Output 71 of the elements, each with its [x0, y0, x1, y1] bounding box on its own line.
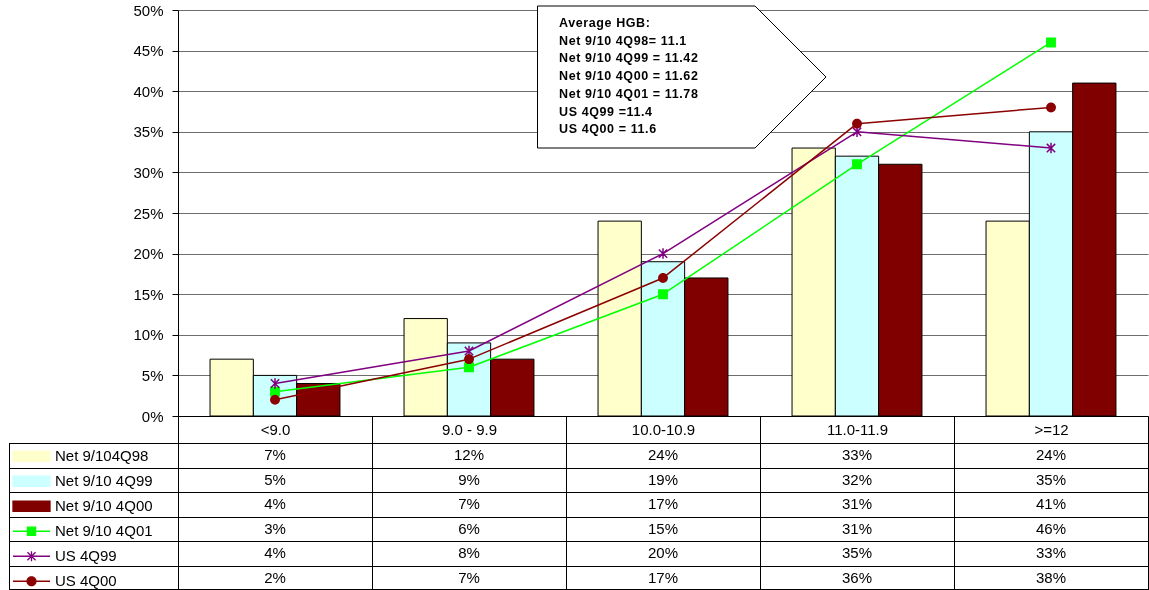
data-label: 46% [1035, 519, 1067, 537]
point [1046, 37, 1056, 48]
data-label: 5% [264, 470, 286, 488]
x-tick-label: 9.0 - 9.9 [441, 420, 498, 438]
data-label: 35% [1035, 470, 1067, 488]
data-label: 24% [647, 446, 679, 464]
y-tick-label: 5% [141, 366, 164, 384]
data-label: 9% [458, 470, 480, 488]
data-label: 6% [458, 519, 480, 537]
data-label: 15% [647, 519, 679, 537]
y-tick-label: 0% [141, 407, 164, 425]
y-tick-label: 45% [133, 42, 164, 60]
point [658, 247, 668, 260]
annotation: Net 9/10 4Q99 = 11.42 [559, 50, 699, 68]
y-tick-label: 30% [133, 163, 164, 181]
point [270, 394, 280, 405]
legend-label: US 4Q00 [55, 572, 117, 590]
point [464, 354, 474, 365]
legend-label: Net 9/104Q98 [55, 447, 149, 465]
data-label: 19% [647, 470, 679, 488]
x-tick-label: <9.0 [260, 420, 291, 438]
x-tick-label: >=12 [1034, 420, 1069, 438]
data-label: 2% [264, 568, 286, 586]
point [658, 273, 668, 283]
annotation: Average HGB: [559, 15, 652, 32]
data-label: 35% [841, 544, 873, 562]
data-label: 36% [841, 568, 873, 586]
data-label: 7% [458, 568, 480, 586]
data-label: 4% [264, 495, 286, 513]
y-tick-label: 25% [133, 204, 164, 222]
data-label: 8% [458, 544, 480, 562]
data-label: 4% [264, 544, 286, 562]
data-label: 31% [841, 495, 873, 513]
annotation: Net 9/10 4Q01 = 11.78 [559, 85, 699, 103]
data-label: 33% [841, 446, 873, 464]
data-label: 3% [264, 519, 286, 537]
data-label: 24% [1035, 446, 1067, 464]
y-tick-label: 35% [133, 123, 164, 141]
data-label: 32% [841, 470, 873, 488]
point [1046, 102, 1056, 113]
data-label: 20% [647, 544, 679, 562]
point [852, 118, 862, 129]
y-tick-label: 50% [133, 1, 164, 19]
annotation: Net 9/10 4Q98= 11.1 [559, 32, 688, 50]
data-label: 31% [841, 519, 873, 537]
data-label: 33% [1035, 544, 1067, 562]
y-tick-label: 15% [133, 285, 164, 303]
annotation: US 4Q00 = 11.6 [559, 121, 658, 139]
data-label: 7% [458, 495, 480, 513]
legend-label: Net 9/10 4Q00 [55, 497, 153, 515]
y-tick-label: 10% [133, 326, 164, 344]
data-label: 38% [1035, 568, 1067, 586]
data-label: 7% [264, 446, 286, 464]
x-tick-label: 11.0-11.9 [826, 420, 889, 438]
data-label: 12% [453, 446, 485, 464]
data-label: 41% [1035, 495, 1067, 513]
point [464, 362, 474, 373]
point [270, 377, 280, 390]
point [852, 159, 862, 170]
y-tick-label: 20% [133, 245, 164, 263]
legend-label: Net 9/10 4Q99 [55, 472, 153, 490]
point [1046, 142, 1056, 155]
annotation: Net 9/10 4Q00 = 11.62 [559, 68, 699, 86]
x-tick-label: 10.0-10.9 [631, 420, 696, 438]
legend-label: US 4Q99 [55, 547, 117, 565]
annotation: US 4Q99 =11.4 [559, 103, 654, 121]
y-tick-label: 40% [133, 82, 164, 100]
legend-label: Net 9/10 4Q01 [55, 522, 153, 540]
data-label: 17% [647, 495, 679, 513]
data-label: 17% [647, 568, 679, 586]
point [658, 289, 668, 300]
